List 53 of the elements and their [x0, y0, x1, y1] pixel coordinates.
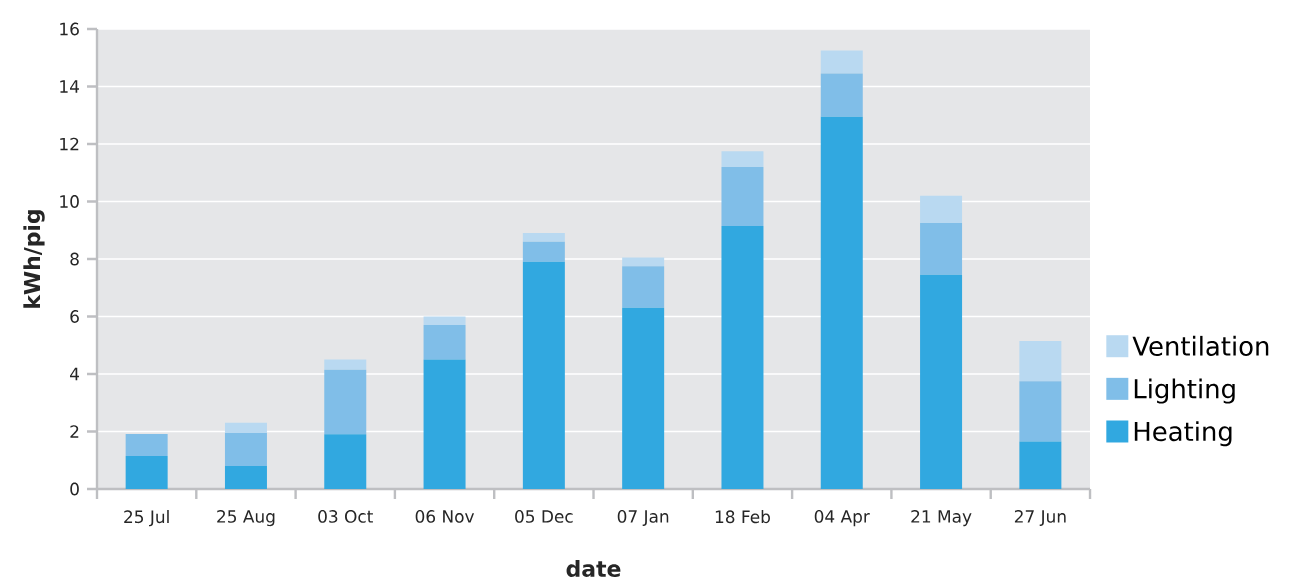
bar — [224, 423, 267, 434]
y-tick-label: 10 — [60, 195, 79, 209]
x-tick-label: 06 Nov — [415, 510, 475, 524]
bar — [324, 369, 367, 435]
bar — [423, 359, 466, 490]
bar — [622, 308, 665, 490]
y-tick-label: 4 — [70, 368, 79, 381]
bar — [920, 223, 963, 276]
x-axis-title: date — [566, 560, 621, 578]
bar — [324, 359, 367, 370]
y-tick-label: 2 — [70, 425, 79, 438]
y-tick-label: 6 — [70, 310, 79, 324]
bar — [820, 50, 863, 74]
bar — [721, 151, 764, 168]
y-tick-label: 14 — [60, 80, 79, 93]
x-tick-label: 27 Jun — [1014, 510, 1066, 527]
bar — [522, 241, 565, 263]
x-tick-label: 25 Aug — [217, 510, 275, 527]
x-tick-label: 25 Jul — [124, 510, 169, 527]
bar — [820, 116, 863, 490]
bar — [522, 233, 565, 242]
bar — [622, 257, 665, 267]
bar — [324, 434, 367, 490]
bar — [423, 325, 466, 360]
bar — [920, 275, 963, 490]
bar — [1019, 381, 1062, 442]
bar — [224, 466, 267, 490]
y-tick-label: 16 — [60, 22, 79, 36]
bar — [125, 456, 168, 490]
y-tick-label: 12 — [60, 137, 79, 151]
legend-label: Lighting — [1134, 378, 1235, 404]
bar — [1019, 341, 1062, 382]
bar — [1019, 441, 1062, 490]
legend-label: Ventilation — [1132, 336, 1269, 357]
x-tick-label: 07 Jan — [617, 510, 669, 527]
bar — [522, 262, 565, 490]
bar — [920, 195, 963, 224]
legend-label: Heating — [1134, 421, 1232, 447]
bar — [423, 316, 466, 326]
bar — [721, 226, 764, 490]
bar — [125, 434, 168, 457]
bar — [721, 167, 764, 227]
x-tick-label: 21 May — [911, 510, 972, 527]
x-tick-label: 03 Oct — [318, 510, 373, 524]
bar — [622, 266, 665, 309]
x-tick-label: 18 Feb — [715, 510, 770, 524]
y-tick-label: 0 — [70, 482, 79, 496]
y-tick-label: 8 — [70, 252, 79, 266]
x-tick-label: 04 Apr — [814, 510, 870, 527]
x-tick-label: 05 Dec — [515, 510, 573, 524]
y-axis-title: kWh/pig — [23, 210, 45, 308]
bar — [224, 433, 267, 467]
bar — [820, 73, 863, 117]
